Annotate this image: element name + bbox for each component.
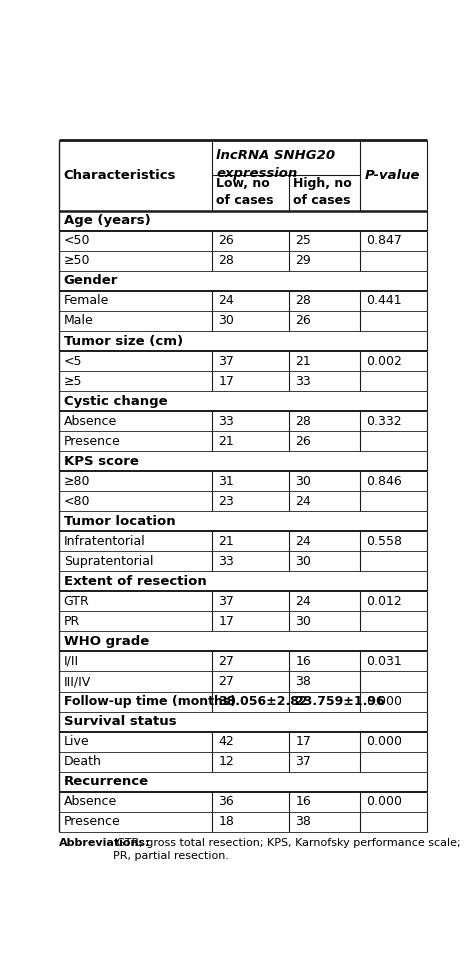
Text: Extent of resection: Extent of resection xyxy=(64,575,206,588)
Text: 33: 33 xyxy=(295,374,311,388)
Text: 21: 21 xyxy=(219,535,234,548)
Text: 21: 21 xyxy=(295,355,311,368)
Text: 25: 25 xyxy=(295,234,311,248)
Text: WHO grade: WHO grade xyxy=(64,635,149,648)
Text: <80: <80 xyxy=(64,494,90,508)
Text: 37: 37 xyxy=(219,355,234,368)
Text: Male: Male xyxy=(64,315,93,328)
Text: 0.000: 0.000 xyxy=(366,735,402,748)
Text: 42: 42 xyxy=(219,735,234,748)
Text: 16: 16 xyxy=(295,655,311,668)
Text: 24: 24 xyxy=(295,595,311,607)
Text: 17: 17 xyxy=(219,615,234,628)
Text: 37: 37 xyxy=(295,755,311,768)
Text: 0.846: 0.846 xyxy=(366,475,402,488)
Text: Live: Live xyxy=(64,735,89,748)
Text: 16: 16 xyxy=(295,796,311,808)
Text: Survival status: Survival status xyxy=(64,715,176,728)
Text: 24: 24 xyxy=(295,535,311,548)
Text: 26: 26 xyxy=(295,435,311,448)
Text: I/II: I/II xyxy=(64,655,79,668)
Text: KPS score: KPS score xyxy=(64,454,138,468)
Text: Cystic change: Cystic change xyxy=(64,395,167,408)
Text: lncRNA SNHG20
expression: lncRNA SNHG20 expression xyxy=(216,149,335,179)
Text: Female: Female xyxy=(64,294,109,307)
Text: P-value: P-value xyxy=(365,169,420,181)
Text: 38: 38 xyxy=(295,815,311,828)
Text: 0.332: 0.332 xyxy=(366,414,401,428)
Text: Supratentorial: Supratentorial xyxy=(64,555,153,567)
Text: 30: 30 xyxy=(295,555,311,567)
Text: ≥5: ≥5 xyxy=(64,374,82,388)
Text: Tumor location: Tumor location xyxy=(64,515,175,527)
Text: 0.441: 0.441 xyxy=(366,294,401,307)
Text: <5: <5 xyxy=(64,355,82,368)
Text: Presence: Presence xyxy=(64,435,120,448)
Text: Death: Death xyxy=(64,755,101,768)
Text: 28: 28 xyxy=(219,254,234,267)
Text: <50: <50 xyxy=(64,234,90,248)
Text: 27: 27 xyxy=(219,675,234,688)
Text: 23.759±1.96: 23.759±1.96 xyxy=(295,695,385,708)
Text: GTR, gross total resection; KPS, Karnofsky performance scale;
PR, partial resect: GTR, gross total resection; KPS, Karnofs… xyxy=(112,838,460,861)
Text: Characteristics: Characteristics xyxy=(64,169,176,181)
Text: 31: 31 xyxy=(219,475,234,488)
Text: Presence: Presence xyxy=(64,815,120,828)
Text: ≥80: ≥80 xyxy=(64,475,90,488)
Text: 27: 27 xyxy=(219,655,234,668)
Text: Age (years): Age (years) xyxy=(64,214,150,227)
Text: Tumor size (cm): Tumor size (cm) xyxy=(64,334,183,347)
Text: 24: 24 xyxy=(219,294,234,307)
Text: 30: 30 xyxy=(295,475,311,488)
Text: 0.000: 0.000 xyxy=(366,695,402,708)
Text: 28: 28 xyxy=(295,294,311,307)
Text: 37: 37 xyxy=(219,595,234,607)
Text: III/IV: III/IV xyxy=(64,675,91,688)
Text: 0.558: 0.558 xyxy=(366,535,402,548)
Text: Recurrence: Recurrence xyxy=(64,775,149,788)
Text: 17: 17 xyxy=(295,735,311,748)
Text: 33: 33 xyxy=(219,414,234,428)
Text: 26: 26 xyxy=(295,315,311,328)
Text: Absence: Absence xyxy=(64,414,117,428)
Text: 0.847: 0.847 xyxy=(366,234,402,248)
Text: 21: 21 xyxy=(219,435,234,448)
Text: Infratentorial: Infratentorial xyxy=(64,535,146,548)
Text: 23: 23 xyxy=(219,494,234,508)
Text: 12: 12 xyxy=(219,755,234,768)
Text: Absence: Absence xyxy=(64,796,117,808)
Text: 18: 18 xyxy=(219,815,234,828)
Text: 33: 33 xyxy=(219,555,234,567)
Text: 24: 24 xyxy=(295,494,311,508)
Text: 0.000: 0.000 xyxy=(366,796,402,808)
Text: 29: 29 xyxy=(295,254,311,267)
Text: 30: 30 xyxy=(219,315,234,328)
Text: Gender: Gender xyxy=(64,274,118,288)
Text: 0.031: 0.031 xyxy=(366,655,402,668)
Text: Follow-up time (months): Follow-up time (months) xyxy=(64,695,236,708)
Text: 0.002: 0.002 xyxy=(366,355,402,368)
Text: 30: 30 xyxy=(295,615,311,628)
Text: 38.056±2.82: 38.056±2.82 xyxy=(219,695,308,708)
Text: 26: 26 xyxy=(219,234,234,248)
Text: High, no
of cases: High, no of cases xyxy=(293,177,352,208)
Text: 17: 17 xyxy=(219,374,234,388)
Text: ≥50: ≥50 xyxy=(64,254,90,267)
Text: GTR: GTR xyxy=(64,595,90,607)
Text: Low, no
of cases: Low, no of cases xyxy=(216,177,273,208)
Text: Abbreviations:: Abbreviations: xyxy=(59,838,151,847)
Text: 36: 36 xyxy=(219,796,234,808)
Text: PR: PR xyxy=(64,615,80,628)
Text: 38: 38 xyxy=(295,675,311,688)
Text: 28: 28 xyxy=(295,414,311,428)
Text: 0.012: 0.012 xyxy=(366,595,402,607)
